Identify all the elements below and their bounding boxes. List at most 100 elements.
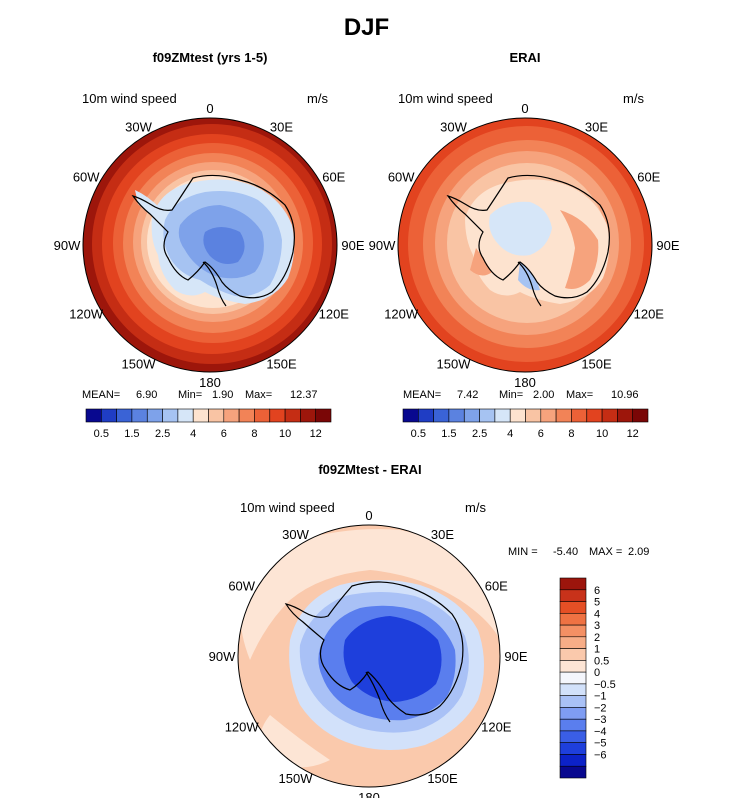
- diff-colorbar-swatch: [559, 577, 587, 591]
- panel-1-colorbar-swatch: [101, 408, 117, 423]
- diff-colorbar-label: 1: [594, 644, 600, 656]
- panel-2-colorbar-swatch: [540, 408, 557, 423]
- panel-2-colorbar-label: 10: [596, 428, 608, 440]
- panel-2-title: ERAI: [509, 50, 541, 65]
- panel-2-lon-label: 60E: [637, 170, 660, 185]
- panel-1-colorbar-swatch: [315, 408, 332, 423]
- panel-2-mean: 7.42: [457, 389, 479, 401]
- panel-1-colorbar-swatch: [162, 408, 179, 423]
- diff-colorbar-swatch: [559, 754, 587, 767]
- panel-2-colorbar-label: 6: [538, 428, 544, 440]
- panel-3-lon-label: 60E: [485, 579, 508, 594]
- panel-1-colorbar-swatch: [147, 408, 163, 423]
- panel-2-lon-label: 30W: [440, 119, 467, 134]
- diff-colorbar-label: −3: [594, 714, 607, 726]
- panel-2-colorbar-label: 12: [627, 428, 639, 440]
- panel-1-colorbar-label: 10: [279, 428, 291, 440]
- panel-1-colorbar-label: 8: [251, 428, 257, 440]
- diff-colorbar-label: −6: [594, 750, 607, 762]
- panel-1-max: 12.37: [290, 389, 318, 401]
- panel-2-lon-label: 120E: [634, 307, 665, 322]
- panel-2-lon-label: 90W: [369, 238, 396, 253]
- panel-3-lon-label: 150W: [279, 771, 314, 786]
- diff-colorbar-swatch: [559, 624, 587, 638]
- panel-2-colorbar-swatch: [463, 408, 480, 423]
- panel-2-colorbar-swatch: [586, 408, 603, 423]
- panel-2-longitude-labels: 0 30E 60E 90E 120E 150E 180 150W 120W 90W 60W 30W: [369, 101, 680, 390]
- diff-colorbar-swatch: [559, 730, 587, 744]
- panel-3-units: m/s: [465, 500, 486, 515]
- panel-2-min: 2.00: [533, 389, 555, 401]
- diff-colorbar-swatch: [559, 648, 587, 661]
- panel-2-mean-label: MEAN=: [403, 389, 442, 401]
- panel-1-colorbar-label: 6: [221, 428, 227, 440]
- diff-colorbar-swatch: [559, 718, 587, 732]
- diff-colorbar-swatch: [559, 601, 587, 614]
- panel-2-lon-label: 150E: [581, 357, 612, 372]
- panel-1-colorbar-swatch: [223, 408, 240, 423]
- panel-3-lon-label: 90W: [209, 649, 236, 664]
- panel-1-colorbar-swatch: [192, 408, 209, 423]
- panel-1-min-label: Min=: [178, 389, 203, 401]
- panel-3-max: 2.09: [628, 546, 650, 558]
- panel-1-min: 1.90: [212, 389, 234, 401]
- panel-2-colorbar-swatch: [525, 408, 542, 423]
- panel-2-colorbar-label: 0.5: [411, 428, 426, 440]
- diff-colorbar-label: −5: [594, 738, 607, 750]
- panel-3-lon-label: 30E: [431, 527, 454, 542]
- panel-2-colorbar-swatch: [571, 408, 588, 423]
- panel-3-lon-label: 0: [365, 508, 372, 523]
- panel-3-lon-label: 90E: [504, 649, 527, 664]
- panel-2-colorbar-label: 8: [568, 428, 574, 440]
- panel-2-lon-label: 180: [514, 375, 536, 390]
- panel-1-lon-label: 90E: [341, 238, 364, 253]
- panel-2-colorbar-swatch: [555, 408, 572, 423]
- panel-3-min: -5.40: [553, 546, 579, 558]
- panel-3-lon-label: 30W: [282, 527, 309, 542]
- panel-2-colorbar: 0.5 1.5 2.5 4 6 8 10 12: [402, 408, 649, 440]
- diff-colorbar-swatch: [559, 695, 587, 708]
- panel-2-max-label: Max=: [566, 389, 594, 401]
- panel-2-colorbar-swatch: [632, 408, 649, 423]
- diff-colorbar-swatch: [559, 589, 587, 602]
- panel-2-lon-label: 150W: [437, 357, 472, 372]
- diff-colorbar-label: 4: [594, 608, 600, 620]
- panel-2-variable: 10m wind speed: [398, 91, 493, 106]
- panel-1-colorbar-swatch: [269, 408, 286, 423]
- panel-2-colorbar-swatch: [448, 408, 465, 423]
- panel-2-colorbar-swatch: [617, 408, 634, 423]
- panel-1-max-label: Max=: [245, 389, 273, 401]
- panel-1-colorbar-swatch: [254, 408, 270, 423]
- panel-1-mean-label: MEAN=: [82, 389, 121, 401]
- panel-1-colorbar-swatch: [284, 408, 301, 423]
- panel-1-title: f09ZMtest (yrs 1-5): [152, 50, 268, 65]
- panel-1-lon-label: 30W: [125, 119, 152, 134]
- panel-3-variable: 10m wind speed: [240, 500, 335, 515]
- panel-1-units: m/s: [307, 91, 328, 106]
- panel-1-colorbar-swatch: [177, 408, 194, 423]
- panel-1-colorbar-swatch: [300, 408, 316, 423]
- panel-1-colorbar-label: 0.5: [94, 428, 109, 440]
- panel-2-colorbar-swatch: [402, 408, 419, 423]
- panel-2-colorbar-swatch: [479, 408, 496, 423]
- panel-3-map-border: [237, 524, 501, 788]
- panel-3-lon-label: 180: [358, 790, 380, 798]
- diff-colorbar-label: 0.5: [594, 655, 609, 667]
- diff-colorbar-label: −4: [594, 726, 607, 738]
- panel-2-units: m/s: [623, 91, 644, 106]
- figure-title: DJF: [343, 14, 390, 41]
- panel-3-field: [238, 525, 500, 787]
- panel-2-colorbar-label: 4: [507, 428, 513, 440]
- diff-colorbar-swatch: [559, 612, 587, 626]
- panel-1-lon-label: 120W: [69, 307, 104, 322]
- diff-colorbar-swatch: [559, 765, 587, 779]
- diff-colorbar-swatch: [559, 671, 587, 685]
- panel-3-min-label: MIN =: [508, 546, 538, 558]
- diff-colorbar-label: −0.5: [594, 679, 616, 691]
- panel-1-lon-label: 150W: [122, 357, 157, 372]
- panel-1-lon-label: 150E: [266, 357, 297, 372]
- diff-colorbar-swatch: [559, 742, 587, 755]
- panel-1-lon-label: 60E: [322, 170, 345, 185]
- diff-colorbar-swatch: [559, 707, 587, 720]
